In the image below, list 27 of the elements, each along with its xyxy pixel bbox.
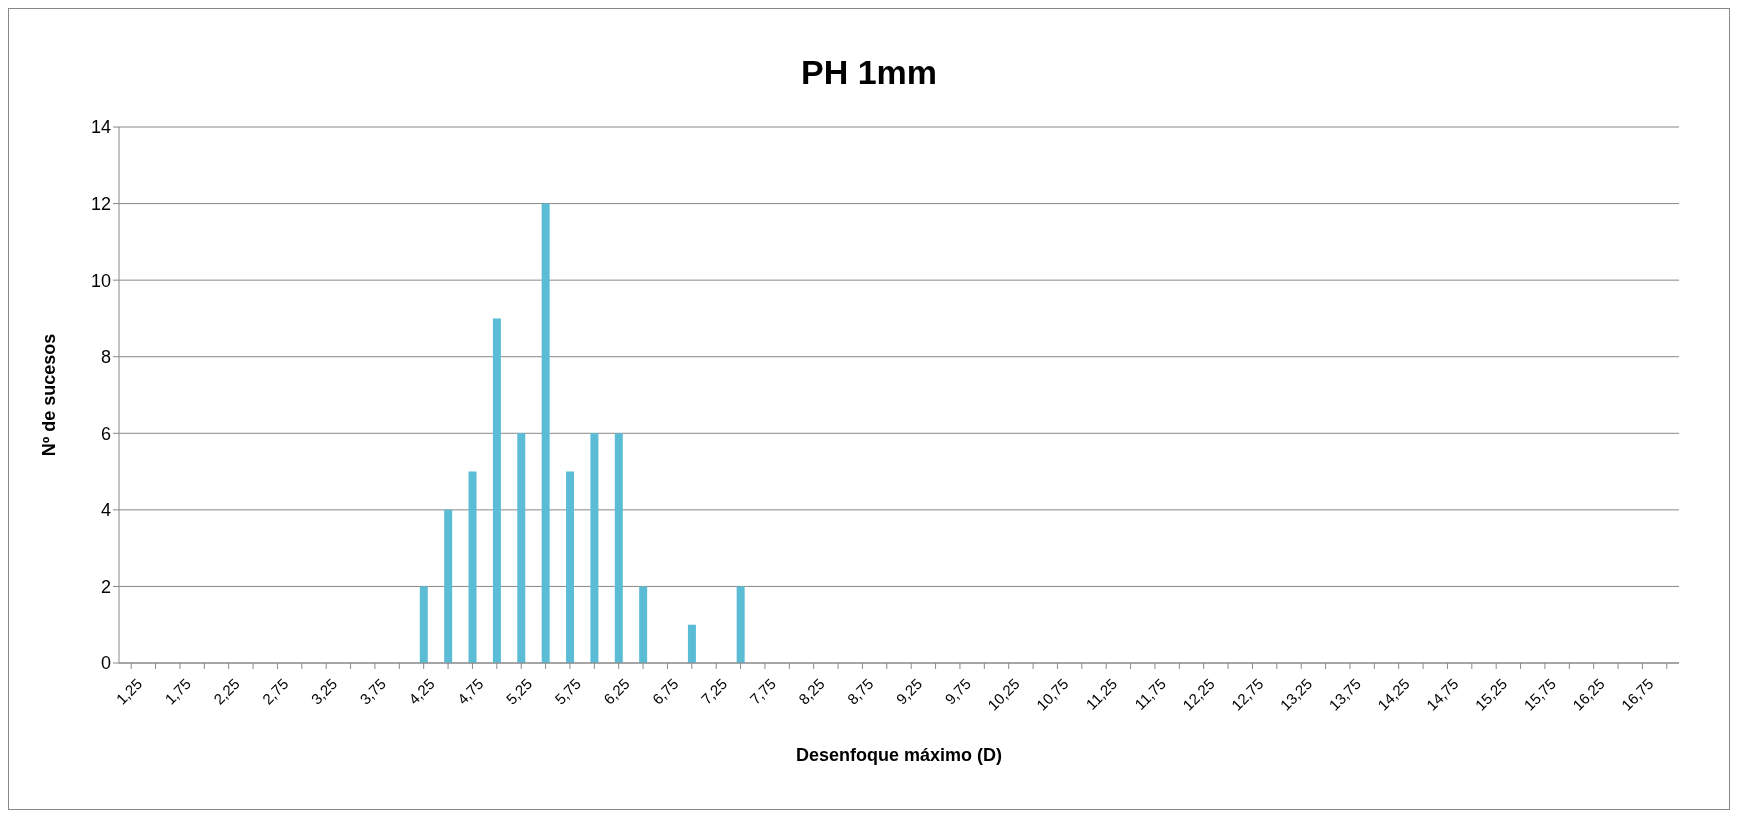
bar [736, 586, 745, 663]
x-tick-label: 5,25 [502, 675, 536, 708]
x-axis-title: Desenfoque máximo (D) [795, 745, 1003, 765]
bar [566, 471, 575, 663]
y-tick-label: 12 [90, 193, 111, 214]
chart-title: PH 1mm [799, 52, 939, 93]
bar [639, 586, 648, 663]
y-tick-label: 8 [100, 347, 111, 368]
y-tick-label: 10 [90, 270, 111, 291]
bar [687, 624, 696, 663]
y-tick-label: 6 [100, 423, 111, 444]
bar [468, 471, 477, 663]
y-tick-label: 4 [100, 500, 111, 521]
bar [492, 318, 501, 663]
x-tick-label: 3,25 [307, 675, 341, 708]
bar [419, 586, 428, 663]
y-tick-label: 0 [100, 653, 111, 674]
y-tick-label: 2 [100, 576, 111, 597]
bar [614, 433, 623, 663]
y-tick-label: 14 [90, 117, 111, 138]
bar [541, 203, 550, 663]
bar [517, 433, 526, 663]
y-axis-title: Nº de sucesos [39, 333, 60, 457]
x-tick-label: 9,25 [892, 675, 926, 708]
bar [444, 509, 453, 663]
bar [590, 433, 599, 663]
x-tick-label: 7,25 [697, 675, 731, 708]
